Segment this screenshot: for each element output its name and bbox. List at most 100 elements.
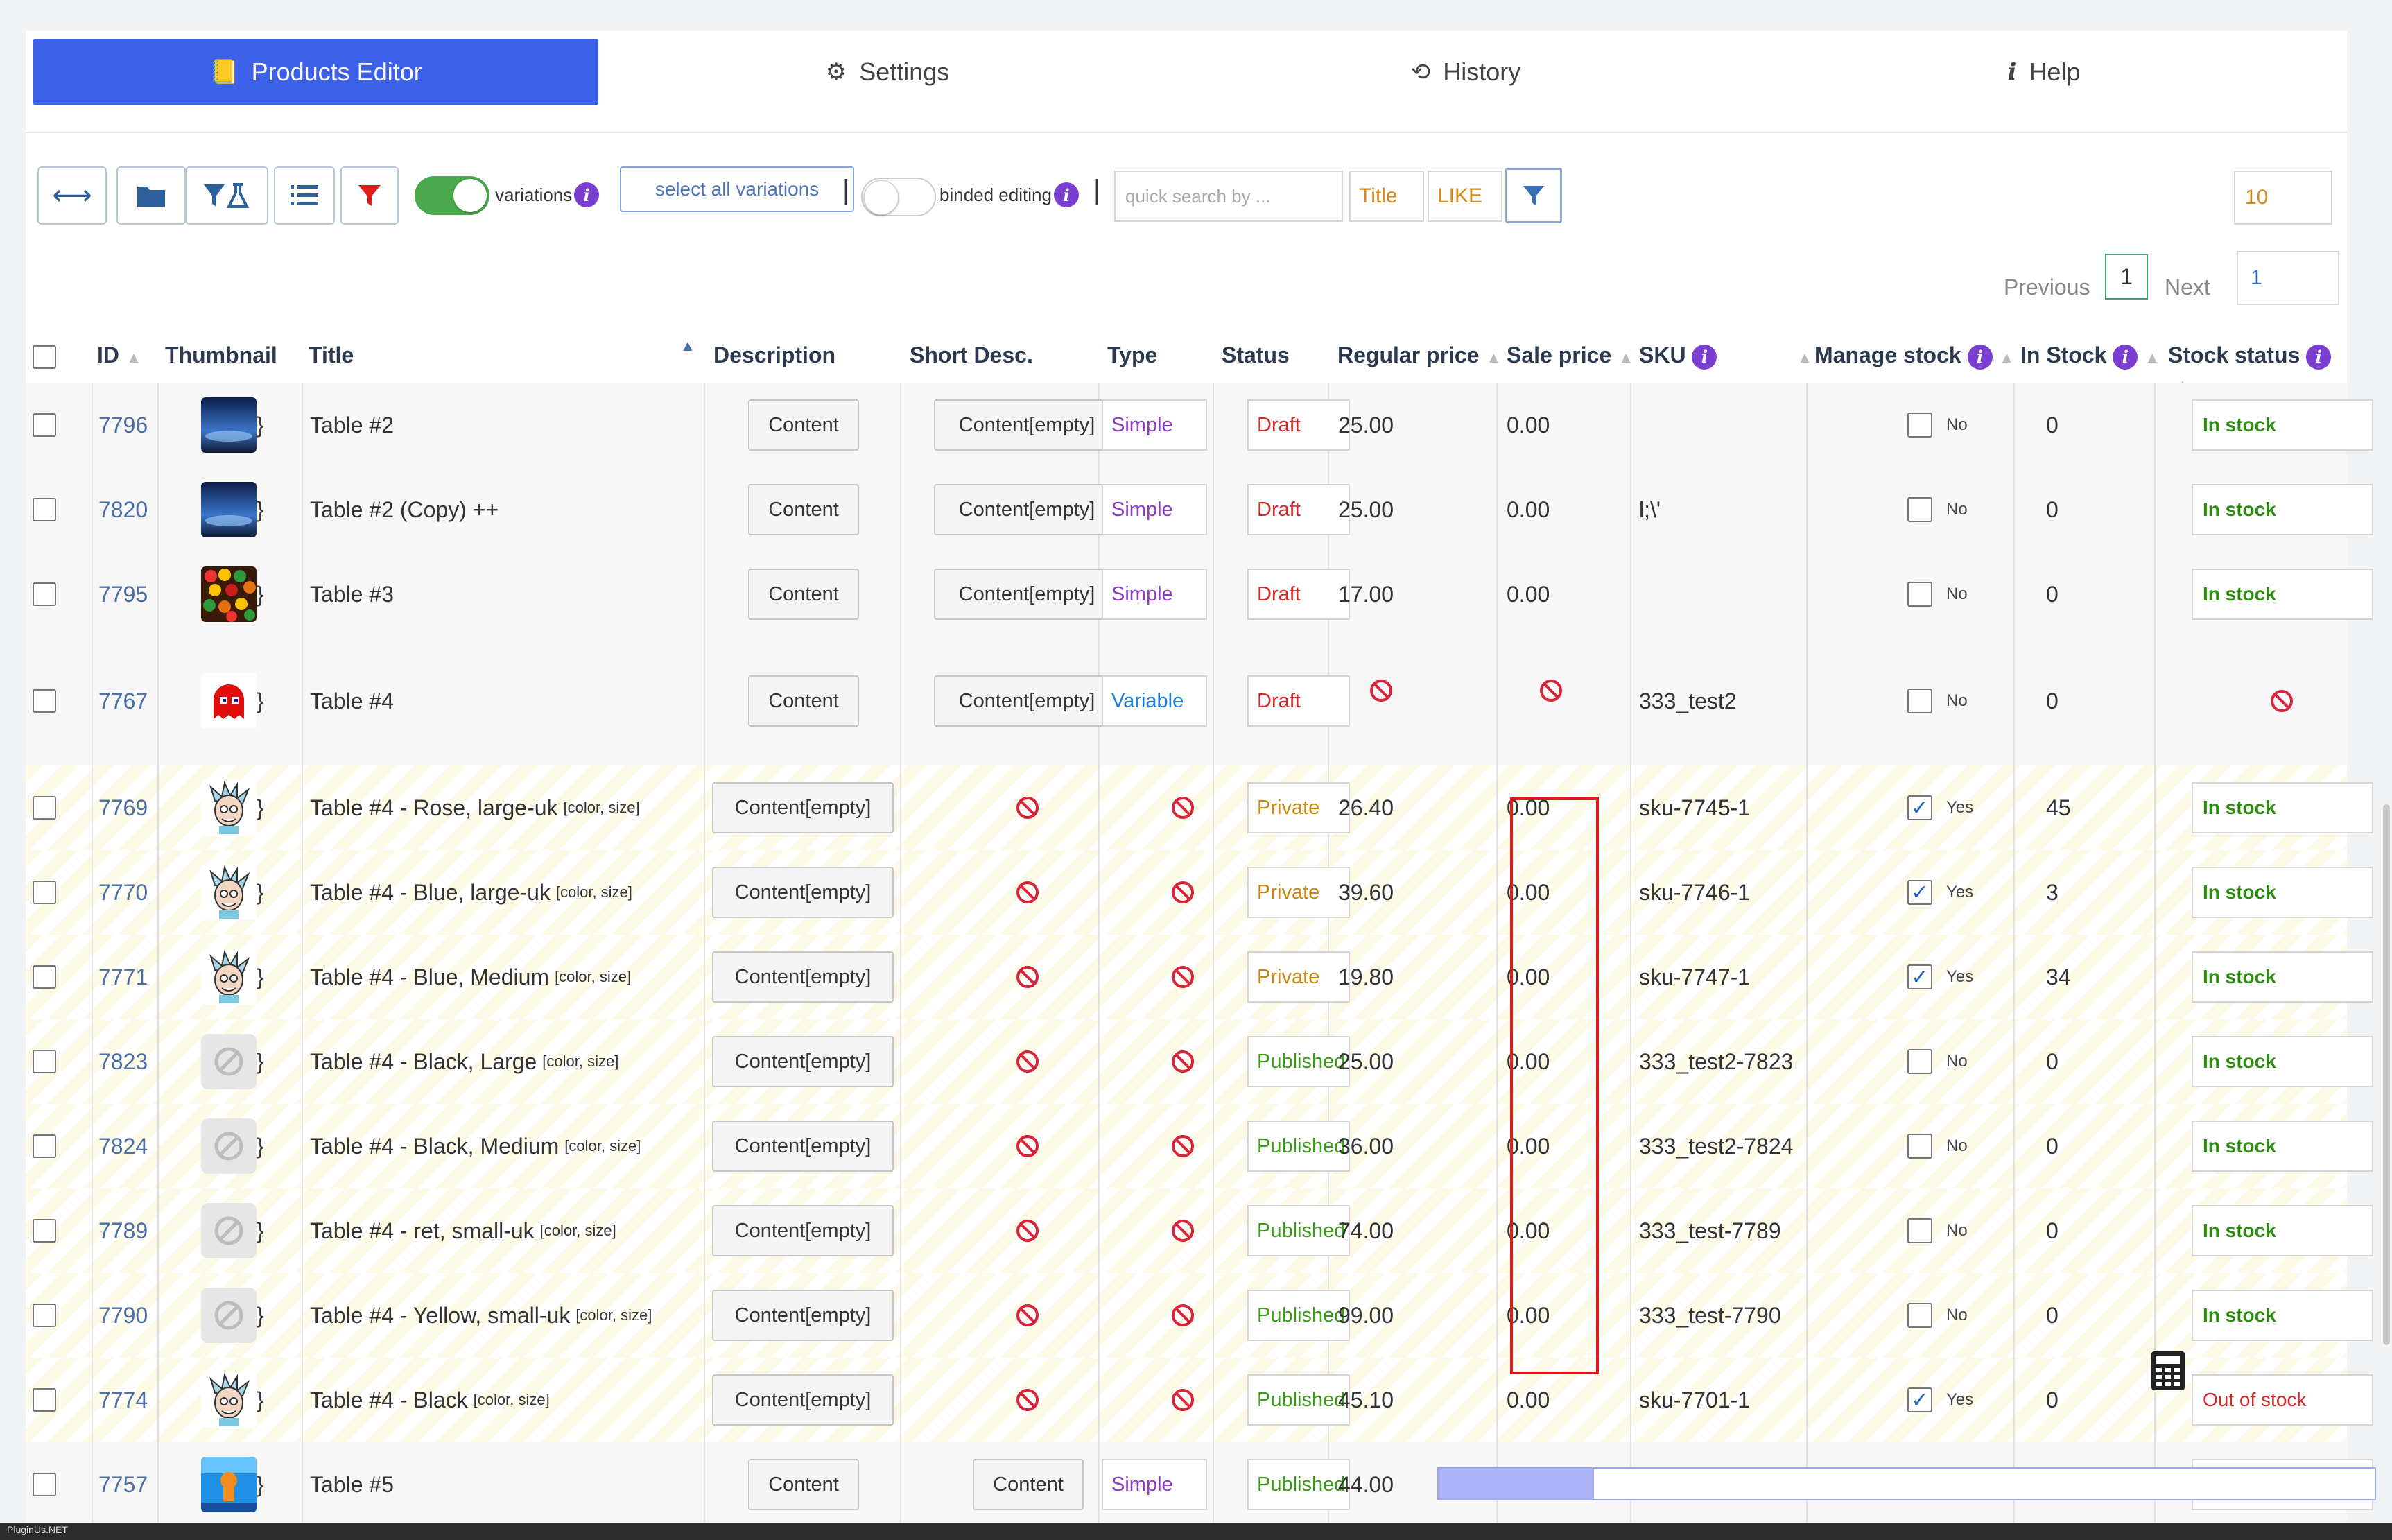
product-thumbnail[interactable] [201, 949, 257, 1005]
title-cell[interactable]: Table #3 [310, 552, 394, 637]
variations-toggle[interactable] [415, 176, 489, 215]
description-button[interactable]: Content[empty] [712, 1121, 894, 1172]
product-id[interactable]: 7769 [98, 795, 148, 820]
info-icon[interactable]: i [1692, 344, 1717, 370]
product-id[interactable]: 7790 [98, 1302, 148, 1328]
stock-status-select[interactable]: In stock [2192, 484, 2373, 535]
calculator-icon[interactable] [2151, 1351, 2185, 1390]
stock-status-select[interactable]: In stock [2192, 399, 2373, 451]
short-desc-button[interactable]: Content[empty] [934, 399, 1120, 451]
title-cell[interactable]: Table #2 [310, 383, 394, 467]
title-cell[interactable]: Table #4 - ret, small-uk [color, size] [310, 1188, 616, 1273]
description-button[interactable]: Content[empty] [712, 782, 894, 833]
stock-status-select[interactable]: Out of stock [2192, 1374, 2373, 1426]
regular-price[interactable]: 39.60 [1338, 879, 1394, 905]
row-checkbox[interactable] [33, 582, 56, 606]
product-thumbnail-placeholder[interactable] [201, 1034, 257, 1089]
title-cell[interactable]: Table #4 - Yellow, small-uk [color, size] [310, 1273, 652, 1358]
info-icon[interactable]: i [1967, 344, 1993, 370]
regular-price[interactable]: 99.00 [1338, 1302, 1394, 1328]
product-thumbnail[interactable] [201, 780, 257, 836]
row-checkbox[interactable] [33, 965, 56, 989]
type-select[interactable]: Simple [1102, 399, 1207, 451]
row-checkbox[interactable] [33, 1473, 56, 1496]
manage-stock-checkbox[interactable] [1907, 1134, 1932, 1159]
regular-price[interactable]: 26.40 [1338, 795, 1394, 820]
description-button[interactable]: Content [748, 675, 859, 727]
sale-price[interactable]: 0.00 [1507, 1387, 1550, 1412]
row-checkbox[interactable] [33, 413, 56, 437]
title-cell[interactable]: Table #4 - Blue, Medium [color, size] [310, 935, 631, 1019]
sale-price[interactable]: 0.00 [1507, 412, 1550, 438]
description-button[interactable]: Content[empty] [712, 1205, 894, 1256]
title-cell[interactable]: Table #4 - Black, Large [color, size] [310, 1019, 618, 1104]
sku[interactable]: sku-7746-1 [1639, 879, 1751, 905]
type-select[interactable]: Variable [1102, 675, 1207, 727]
product-thumbnail-placeholder[interactable] [201, 1118, 257, 1174]
title-cell[interactable]: Table #5 [310, 1442, 394, 1527]
status-select[interactable]: Private [1247, 782, 1350, 833]
manage-stock-checkbox[interactable] [1907, 497, 1932, 522]
horizontal-scrollbar[interactable] [1437, 1467, 2376, 1500]
manage-stock-checkbox[interactable] [1907, 582, 1932, 607]
stock-quantity[interactable]: 0 [2046, 1133, 2059, 1159]
title-cell[interactable]: Table #4 [310, 637, 394, 765]
filter-tools-button[interactable] [185, 166, 268, 225]
product-id[interactable]: 7770 [98, 879, 148, 905]
tab-products-editor[interactable]: 📒 Products Editor [33, 39, 598, 105]
vertical-scrollbar[interactable] [2383, 804, 2390, 1345]
manage-stock-checkbox[interactable] [1907, 1049, 1932, 1074]
product-id[interactable]: 7774 [98, 1387, 148, 1412]
short-desc-button[interactable]: Content[empty] [934, 569, 1120, 620]
status-select[interactable]: Published [1247, 1036, 1350, 1087]
regular-price[interactable]: 19.80 [1338, 964, 1394, 989]
status-select[interactable]: Draft [1247, 484, 1350, 535]
description-button[interactable]: Content[empty] [712, 867, 894, 918]
tab-settings[interactable]: ⚙ Settings [598, 39, 1177, 105]
manage-stock-checkbox[interactable]: ✓ [1907, 1387, 1932, 1412]
tab-help[interactable]: i Help [1755, 39, 2333, 105]
title-cell[interactable]: Table #4 - Black, Medium [color, size] [310, 1104, 641, 1188]
status-select[interactable]: Published [1247, 1459, 1350, 1510]
status-select[interactable]: Published [1247, 1290, 1350, 1341]
search-operator-select[interactable]: LIKE [1428, 171, 1502, 222]
product-thumbnail[interactable] [201, 865, 257, 920]
manage-stock-checkbox[interactable] [1907, 413, 1932, 438]
sku[interactable]: 333_test2-7823 [1639, 1048, 1794, 1074]
title-cell[interactable]: Table #2 (Copy) ++ [310, 467, 499, 552]
manage-stock-checkbox[interactable] [1907, 689, 1932, 713]
page-number-input[interactable]: 1 [2237, 251, 2339, 305]
select-all-checkbox[interactable] [33, 345, 56, 369]
sku[interactable]: l;\' [1639, 496, 1661, 522]
column-header-title[interactable]: Title [309, 343, 354, 367]
manage-stock-checkbox[interactable]: ✓ [1907, 880, 1932, 905]
row-checkbox[interactable] [33, 1388, 56, 1412]
per-page-input[interactable]: 10 [2234, 171, 2332, 225]
stock-quantity[interactable]: 45 [2046, 795, 2071, 820]
select-all-variations-button[interactable]: select all variations [620, 166, 854, 212]
row-checkbox[interactable] [33, 1304, 56, 1327]
manage-stock-checkbox[interactable]: ✓ [1907, 964, 1932, 989]
status-select[interactable]: Published [1247, 1121, 1350, 1172]
status-select[interactable]: Private [1247, 867, 1350, 918]
info-icon[interactable]: i [574, 182, 599, 207]
sale-price[interactable]: 0.00 [1507, 496, 1550, 522]
column-header-sku[interactable]: SKU i [1639, 343, 1717, 370]
sale-price[interactable]: 0.00 [1507, 1133, 1550, 1159]
sku[interactable]: sku-7701-1 [1639, 1387, 1751, 1412]
product-thumbnail-placeholder[interactable] [201, 1203, 257, 1258]
stock-quantity[interactable]: 0 [2046, 1302, 2059, 1328]
sku[interactable]: 333_test-7789 [1639, 1218, 1781, 1243]
description-button[interactable]: Content[empty] [712, 1036, 894, 1087]
description-button[interactable]: Content [748, 399, 859, 451]
row-checkbox[interactable] [33, 1219, 56, 1243]
row-checkbox[interactable] [33, 1050, 56, 1073]
toggle-width-button[interactable]: ⟷ [37, 166, 107, 225]
sale-price[interactable]: 0.00 [1507, 795, 1550, 820]
title-cell[interactable]: Table #4 - Black [color, size] [310, 1358, 550, 1442]
pagination-previous[interactable]: Previous [2004, 275, 2090, 300]
short-desc-button[interactable]: Content[empty] [934, 675, 1120, 727]
product-id[interactable]: 7771 [98, 964, 148, 989]
regular-price[interactable]: 17.00 [1338, 581, 1394, 607]
stock-quantity[interactable]: 0 [2046, 496, 2059, 522]
